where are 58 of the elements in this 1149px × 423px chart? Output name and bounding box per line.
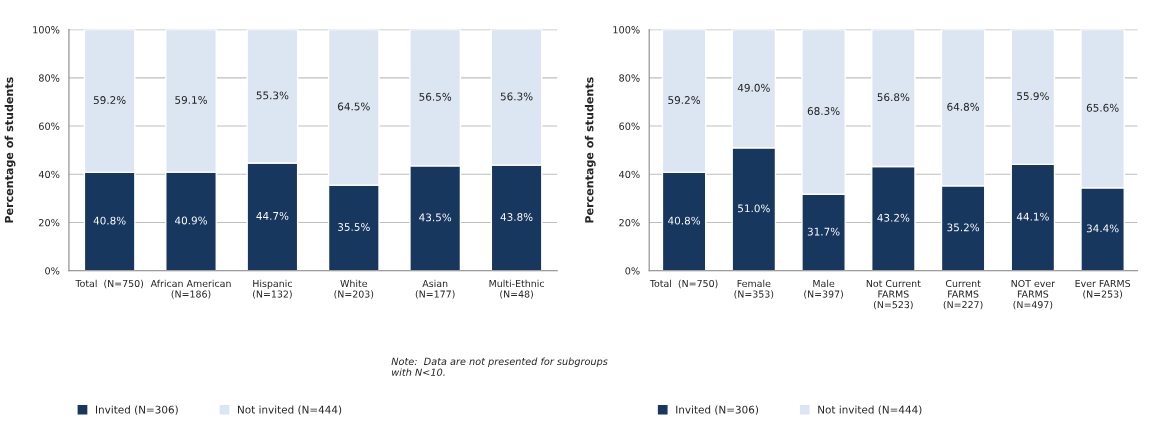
x-tick-label: NOT ever FARMS (N=497) [1011, 279, 1056, 310]
x-tick-label: Not Current FARMS (N=523) [866, 279, 921, 310]
x-tick-label: White (N=203) [334, 279, 374, 299]
legend-label: Invited (N=306) [676, 405, 759, 415]
y-tick-label: 80% [38, 74, 60, 82]
y-tick-label: 40% [619, 170, 640, 179]
data-label: 56.3% [500, 92, 533, 101]
data-label: 43.5% [419, 213, 452, 222]
data-label: 44.1% [1016, 212, 1049, 221]
x-tick-label: Multi-Ethnic (N=48) [489, 279, 544, 299]
data-label: 40.9% [174, 216, 207, 225]
data-label: 51.0% [738, 204, 770, 213]
x-tick-label: African American (N=186) [150, 279, 231, 299]
y-tick-label: 100% [33, 26, 60, 34]
y-axis-title: Percentage of students [4, 77, 16, 223]
x-tick-label: Asian (N=177) [415, 279, 455, 299]
text: Note: Data are not presented for subgroups with N<10. [391, 357, 608, 376]
x-tick-label: Ever FARMS (N=253) [1075, 279, 1131, 299]
data-label: 55.9% [1017, 92, 1049, 101]
data-label: 59.2% [668, 96, 701, 104]
data-label: 56.8% [877, 93, 910, 102]
y-tick-label: 0% [625, 267, 640, 275]
y-tick-label: 20% [619, 218, 640, 227]
x-tick-label: Current FARMS (N=227) [943, 279, 983, 310]
legend-label: Invited (N=306) [96, 405, 178, 415]
y-tick-label: 60% [619, 122, 640, 130]
legend-label: Not invited (N=444) [818, 405, 922, 415]
y-tick-label: 0% [45, 267, 60, 275]
x-tick-label: Male (N=397) [804, 279, 843, 299]
x-tick-label: Total (N=750) [649, 279, 718, 289]
data-label: 31.7% [807, 227, 840, 236]
data-label: 56.5% [419, 92, 452, 101]
x-tick-label: Female (N=353) [734, 279, 774, 299]
data-label: 34.4% [1086, 224, 1119, 233]
data-label: 43.8% [500, 213, 533, 221]
data-label: 59.2% [93, 96, 126, 104]
y-tick-label: 40% [38, 170, 60, 179]
data-label: 35.5% [338, 223, 370, 231]
x-tick-label: Hispanic (N=132) [253, 279, 292, 299]
data-label: 40.8% [93, 216, 126, 225]
data-label: 59.1% [175, 96, 207, 104]
data-label: 40.8% [668, 216, 701, 225]
y-tick-label: 20% [39, 218, 60, 227]
y-axis-title: Percentage of students [584, 77, 596, 223]
data-label: 64.8% [947, 102, 980, 111]
data-label: 68.3% [807, 107, 840, 115]
data-label: 43.2% [877, 213, 910, 222]
data-label: 35.2% [947, 223, 980, 232]
data-label: 64.5% [337, 102, 370, 111]
data-label: 55.3% [256, 91, 289, 100]
y-tick-label: 60% [38, 122, 60, 130]
x-tick-label: Total (N=750) [75, 279, 144, 289]
data-label: 65.6% [1086, 103, 1119, 112]
y-tick-label: 80% [619, 74, 640, 82]
y-tick-label: 100% [613, 26, 640, 34]
data-label: 44.7% [256, 211, 289, 220]
legend-label: Not invited (N=444) [238, 405, 342, 415]
data-label: 49.0% [737, 83, 770, 92]
